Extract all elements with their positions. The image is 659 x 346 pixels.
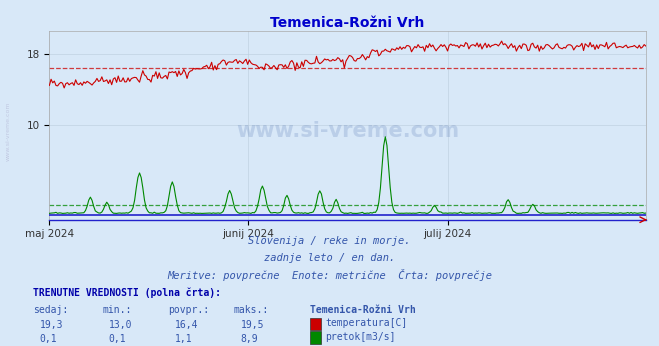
Text: Temenica-Rožni Vrh: Temenica-Rožni Vrh bbox=[310, 305, 415, 315]
Text: min.:: min.: bbox=[102, 305, 132, 315]
Text: www.si-vreme.com: www.si-vreme.com bbox=[236, 121, 459, 141]
Text: 16,4: 16,4 bbox=[175, 320, 198, 330]
Text: pretok[m3/s]: pretok[m3/s] bbox=[326, 332, 396, 342]
Title: Temenica-Rožni Vrh: Temenica-Rožni Vrh bbox=[270, 16, 425, 30]
Text: www.si-vreme.com: www.si-vreme.com bbox=[5, 102, 11, 161]
Text: 0,1: 0,1 bbox=[109, 334, 127, 344]
Text: temperatura[C]: temperatura[C] bbox=[326, 318, 408, 328]
Text: 13,0: 13,0 bbox=[109, 320, 132, 330]
Text: 19,5: 19,5 bbox=[241, 320, 264, 330]
Text: Meritve: povprečne  Enote: metrične  Črta: povprečje: Meritve: povprečne Enote: metrične Črta:… bbox=[167, 268, 492, 281]
Text: zadnje leto / en dan.: zadnje leto / en dan. bbox=[264, 253, 395, 263]
Text: povpr.:: povpr.: bbox=[168, 305, 209, 315]
Text: Slovenija / reke in morje.: Slovenija / reke in morje. bbox=[248, 236, 411, 246]
Text: 19,3: 19,3 bbox=[40, 320, 63, 330]
Text: 0,1: 0,1 bbox=[40, 334, 57, 344]
Text: TRENUTNE VREDNOSTI (polna črta):: TRENUTNE VREDNOSTI (polna črta): bbox=[33, 287, 221, 298]
Text: maks.:: maks.: bbox=[234, 305, 269, 315]
Text: sedaj:: sedaj: bbox=[33, 305, 68, 315]
Text: 8,9: 8,9 bbox=[241, 334, 258, 344]
Text: 1,1: 1,1 bbox=[175, 334, 192, 344]
